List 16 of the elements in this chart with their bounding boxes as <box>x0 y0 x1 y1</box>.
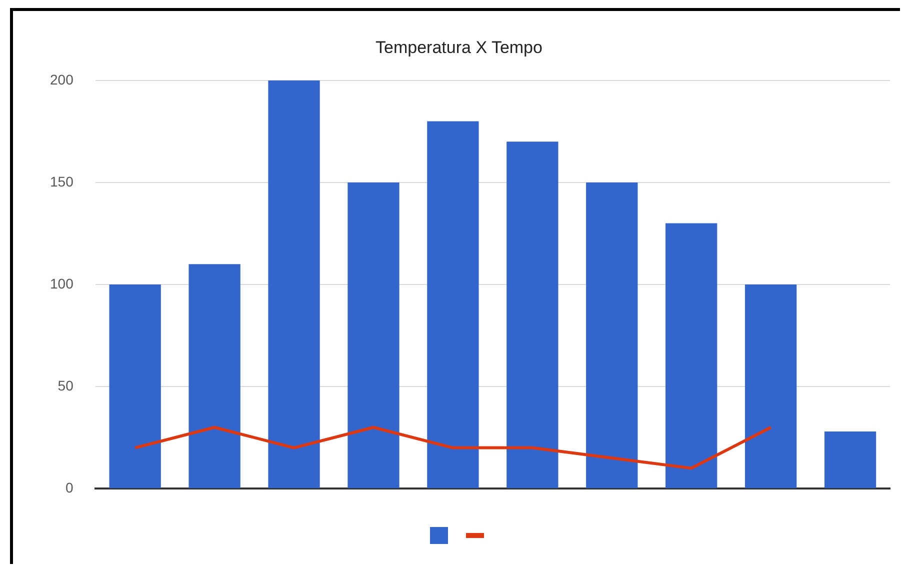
bar <box>427 121 479 488</box>
bar <box>188 264 240 488</box>
bar <box>268 80 320 488</box>
bar <box>666 223 718 488</box>
y-tick-label: 0 <box>66 479 74 496</box>
y-tick-label: 100 <box>50 275 74 292</box>
y-tick-label: 200 <box>50 71 74 88</box>
bar <box>506 142 558 488</box>
bar <box>109 284 161 488</box>
bar <box>586 182 638 488</box>
chart-title: Temperatura X Tempo <box>376 38 542 57</box>
y-tick-label: 150 <box>50 173 74 190</box>
bar <box>824 431 876 488</box>
y-tick-label: 50 <box>58 377 74 394</box>
bar <box>744 284 797 488</box>
bar <box>348 182 400 488</box>
